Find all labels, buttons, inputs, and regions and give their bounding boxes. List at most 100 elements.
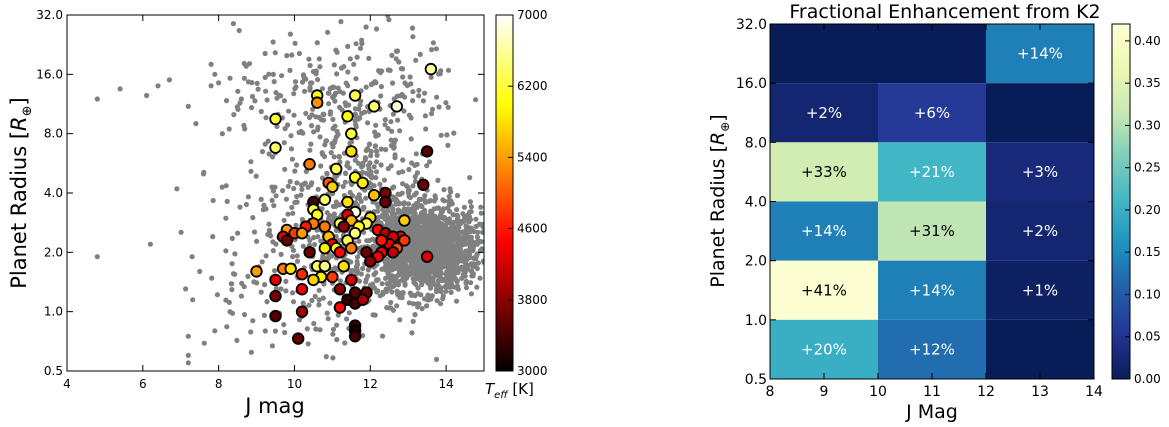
highlighted-planet-marker (318, 193, 332, 206)
background-candidate-dot (415, 291, 421, 297)
y-tick-label: 16.0 (36, 67, 63, 81)
background-candidate-dot (385, 67, 391, 73)
background-candidate-dot (212, 328, 218, 334)
heatmap-cell-label: +2% (806, 104, 842, 122)
background-candidate-dot (208, 83, 214, 89)
background-candidate-dot (474, 284, 480, 290)
background-candidate-dot (166, 77, 172, 83)
background-candidate-dot (479, 229, 484, 235)
background-candidate-dot (468, 280, 474, 286)
background-candidate-dot (316, 56, 322, 62)
background-candidate-dot (324, 170, 330, 176)
background-candidate-dot (348, 259, 354, 265)
background-candidate-dot (273, 285, 279, 292)
background-candidate-dot (468, 268, 474, 274)
background-candidate-dot (414, 217, 420, 223)
colorbar-tick-label: 0.10 (1134, 287, 1161, 301)
background-candidate-dot (385, 125, 391, 132)
background-candidate-dot (318, 163, 324, 169)
highlighted-planet-marker (348, 89, 362, 102)
background-candidate-dot (385, 166, 391, 172)
background-candidate-dot (352, 111, 358, 117)
teff-colorbar-ticks: 3000 3800 4600 5400 6200 7000 (508, 8, 548, 378)
background-candidate-dot (331, 62, 337, 68)
background-candidate-dot (428, 285, 434, 291)
background-candidate-dot (315, 234, 321, 240)
background-candidate-dot (296, 120, 302, 126)
background-candidate-dot (441, 264, 447, 270)
right-chart-title: Fractional Enhancement from K2 (789, 1, 1100, 23)
background-candidate-dot (445, 104, 451, 110)
background-candidate-dot (349, 193, 356, 199)
background-candidate-dot (263, 253, 269, 259)
background-candidate-dot (415, 304, 421, 310)
background-candidate-dot (360, 162, 366, 169)
heatmap-cell-label: +6% (914, 104, 950, 122)
highlighted-planet-marker (375, 234, 388, 247)
highlighted-planet-marker (364, 255, 377, 268)
background-candidate-dot (349, 139, 355, 145)
background-candidate-dot (395, 117, 401, 123)
background-candidate-dot (422, 90, 428, 96)
background-candidate-dot (422, 193, 428, 199)
background-candidate-dot (423, 126, 429, 132)
background-candidate-dot (406, 187, 412, 193)
colorbar-tick-label: 0.25 (1134, 161, 1161, 175)
background-candidate-dot (362, 157, 368, 163)
highlighted-planet-marker (345, 145, 358, 158)
background-candidate-dot (359, 110, 365, 116)
background-candidate-dot (455, 219, 461, 225)
y-tick-label: 16.0 (736, 76, 767, 92)
background-candidate-dot (432, 238, 438, 244)
heatmap-cells: +14% +2% +6% +33% +21% +3% +14% +31% +2% +41% +14%… (770, 24, 1094, 379)
background-candidate-dot (445, 67, 452, 73)
background-candidate-dot (300, 243, 306, 249)
background-candidate-dot (463, 223, 469, 229)
right-heatmap-panel: Fractional Enhancement from K2 +14% +2% +6… (707, 1, 1161, 423)
background-candidate-dot (369, 173, 375, 179)
background-candidate-dot (406, 300, 412, 306)
background-candidate-dot (325, 29, 331, 35)
background-candidate-dot (394, 288, 400, 294)
background-candidate-dot (353, 41, 359, 47)
background-candidate-dot (401, 201, 407, 207)
background-candidate-dot (364, 238, 370, 244)
background-candidate-dot (389, 210, 395, 216)
background-candidate-dot (394, 303, 400, 309)
background-candidate-dot (331, 93, 337, 99)
highlighted-planet-marker (398, 234, 411, 247)
background-candidate-dot (219, 131, 225, 137)
background-candidate-dot (226, 126, 232, 132)
background-candidate-dot (334, 71, 340, 77)
x-tick-label: 14 (438, 377, 453, 391)
background-candidate-dot (360, 265, 366, 272)
background-candidate-dot (296, 129, 302, 136)
background-candidate-dot (324, 210, 330, 216)
background-candidate-dot (346, 102, 352, 108)
background-candidate-dot (404, 82, 410, 89)
highlighted-planet-marker (303, 246, 316, 259)
highlighted-planet-marker (269, 141, 282, 154)
background-candidate-dot (281, 322, 287, 328)
background-candidate-dot (355, 116, 362, 122)
background-candidate-dot (278, 93, 284, 99)
heatmap-cell (770, 24, 878, 84)
background-candidate-dot (263, 115, 269, 121)
background-candidate-dot (397, 262, 403, 268)
background-candidate-dot (330, 326, 337, 332)
background-candidate-dot (451, 254, 457, 260)
background-candidate-dot (443, 288, 449, 294)
background-candidate-dot (317, 64, 323, 70)
background-candidate-dot (289, 204, 295, 210)
background-candidate-dot (366, 55, 372, 62)
background-candidate-dot (473, 216, 479, 222)
background-candidate-dot (471, 255, 478, 261)
highlighted-planet-marker (280, 234, 294, 247)
highlighted-planet-marker (356, 293, 369, 306)
background-candidate-dot (289, 156, 295, 162)
background-candidate-dot (437, 71, 443, 77)
background-candidate-dot (385, 220, 391, 226)
background-candidate-dot (255, 86, 261, 92)
background-candidate-dot (430, 243, 436, 249)
highlighted-planet-marker (269, 289, 282, 303)
